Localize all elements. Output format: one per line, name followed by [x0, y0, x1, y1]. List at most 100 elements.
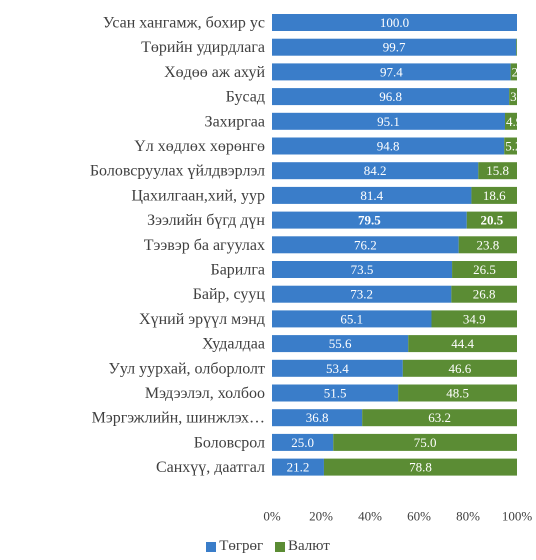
bar-segment-tugrug: [272, 63, 511, 81]
bar-segment-tugrug: [272, 137, 505, 155]
category-label: Худалдаа: [202, 336, 265, 353]
x-tick-label: 0%: [263, 508, 281, 523]
bar-segment-tugrug: [272, 211, 467, 229]
category-label: Бусад: [226, 89, 265, 106]
bar-segment-valyut: [431, 310, 517, 328]
data-label-valyut: 4.9: [506, 114, 522, 129]
data-label-valyut: 48.5: [446, 386, 469, 401]
legend-label-tugrug: Төгрөг: [219, 538, 264, 554]
bar-segment-tugrug: [272, 38, 517, 56]
bar-segment-tugrug: [272, 261, 453, 278]
bar-segment-valyut: [458, 236, 517, 254]
legend-swatch-tugrug: [206, 541, 217, 552]
data-label-valyut: 26.8: [473, 287, 496, 302]
x-axis-ticks: 0% 20% 40% 60% 80% 100%: [263, 508, 532, 523]
bar-segment-tugrug: [272, 162, 479, 180]
data-label-tugrug: 96.8: [379, 89, 402, 104]
data-label-tugrug: 73.5: [351, 262, 374, 277]
bar-segment-tugrug: [272, 433, 334, 451]
category-label: Захиргаа: [205, 113, 265, 130]
data-label-valyut: 3.2: [510, 89, 526, 104]
data-label-valyut: 2.6: [512, 64, 529, 79]
category-label: Хөдөө аж ахуй: [164, 64, 265, 81]
bar-segment-tugrug: [272, 458, 324, 476]
data-label-tugrug: 76.2: [354, 237, 377, 252]
bar-segment-valyut: [408, 335, 517, 353]
bar-segment-tugrug: [272, 14, 517, 31]
bar-segment-valyut: [402, 359, 517, 377]
data-label-valyut: 78.8: [409, 460, 432, 475]
bar-segment-tugrug: [272, 310, 432, 328]
bar-segment-valyut: [478, 162, 517, 180]
bar-segment-valyut: [471, 186, 517, 204]
legend-item-tugrug: Төгрөг: [206, 538, 263, 555]
data-label-tugrug: 55.6: [329, 336, 352, 351]
data-label-tugrug: 21.2: [287, 460, 310, 475]
data-label-tugrug: 97.4: [380, 64, 403, 79]
x-tick-label: 60%: [407, 508, 431, 523]
category-label: Мэргэжлийн, шинжлэх…: [92, 410, 265, 427]
data-label-valyut: 15.8: [486, 163, 509, 178]
data-label-valyut: 46.6: [449, 361, 472, 376]
data-label-valyut: 5.2: [505, 139, 521, 154]
bar-segment-tugrug: [272, 236, 459, 254]
data-label-tugrug: 53.4: [326, 361, 349, 376]
bar-segment-tugrug: [272, 409, 363, 427]
bar-segment-valyut: [333, 433, 517, 451]
data-label-tugrug: 79.5: [358, 213, 381, 228]
category-label: Барилга: [211, 262, 266, 279]
data-label-tugrug: 81.4: [360, 188, 383, 203]
data-label-tugrug: 100.0: [380, 15, 409, 30]
category-label: Төрийн удирдлага: [141, 39, 265, 56]
data-label-tugrug: 36.8: [306, 410, 329, 425]
data-label-tugrug: 73.2: [350, 287, 373, 302]
bar-segment-valyut: [466, 211, 517, 229]
data-label-tugrug: 65.1: [340, 311, 363, 326]
legend-label-valyut: Валют: [287, 538, 330, 554]
data-label-tugrug: 25.0: [291, 435, 314, 450]
data-label-tugrug: 94.8: [377, 139, 400, 154]
bar-segment-valyut: [504, 112, 517, 130]
category-label: Үл хөдлөх хөрөнгө: [134, 138, 265, 155]
category-label: Хүний эрүүл мэнд: [139, 311, 265, 328]
legend-swatch-valyut: [274, 541, 285, 552]
bar-segment-valyut: [504, 137, 517, 155]
bars-group: 100.0 99.7 97.4 2.6 96.8 3.2 95.1 4.9 94.8 5.2 84.…: [272, 14, 529, 476]
x-tick-label: 40%: [358, 508, 382, 523]
data-label-tugrug: 51.5: [324, 386, 347, 401]
category-label: Мэдээлэл, холбоо: [145, 385, 265, 402]
category-label: Байр, сууц: [193, 286, 266, 303]
bar-segment-tugrug: [272, 384, 399, 402]
data-label-valyut: 63.2: [428, 410, 451, 425]
data-label-valyut: 26.5: [473, 262, 496, 277]
legend-item-valyut: Валют: [274, 538, 330, 555]
bar-segment-valyut: [509, 88, 517, 106]
bar-segment-valyut: [452, 261, 517, 278]
x-tick-label: 20%: [309, 508, 333, 523]
legend: Төгрөг Валют: [0, 538, 536, 557]
category-label: Боловсрол: [194, 434, 265, 451]
data-label-valyut: 34.9: [463, 311, 486, 326]
bar-segment-tugrug: [272, 112, 505, 130]
bar-segment-tugrug: [272, 186, 472, 204]
bar-segment-valyut: [516, 38, 517, 56]
data-label-tugrug: 95.1: [377, 114, 400, 129]
x-tick-label: 100%: [502, 508, 533, 523]
bar-segment-tugrug: [272, 285, 452, 303]
data-label-valyut: 44.4: [451, 336, 474, 351]
bar-segment-tugrug: [272, 88, 510, 106]
bar-segment-valyut: [451, 285, 517, 303]
category-label: Боловсруулах үйлдвэрлэл: [90, 163, 265, 180]
bar-segment-valyut: [323, 458, 517, 476]
data-label-tugrug: 84.2: [364, 163, 387, 178]
data-label-valyut: 18.6: [483, 188, 506, 203]
category-label: Санхүү, даатгал: [156, 459, 265, 476]
bar-segment-tugrug: [272, 335, 409, 353]
category-labels: Усан хангамж, бохир ус Төрийн удирдлага Хө…: [90, 15, 266, 477]
category-label: Тээвэр ба агуулах: [144, 237, 265, 254]
data-label-tugrug: 99.7: [383, 40, 406, 55]
category-label: Зээлийн бүгд дүн: [147, 212, 265, 229]
bar-segment-tugrug: [272, 359, 403, 377]
data-label-valyut: 75.0: [414, 435, 437, 450]
